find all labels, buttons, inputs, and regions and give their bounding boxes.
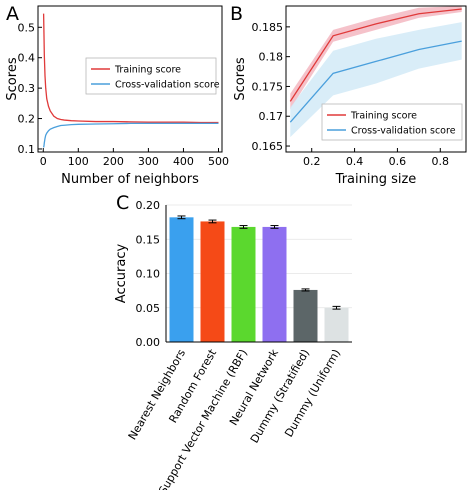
y-axis-label: Scores [233, 57, 248, 100]
x-tick-label: 100 [68, 155, 89, 168]
legend-box [321, 103, 463, 141]
x-tick-label: 0.6 [389, 155, 407, 168]
confidence-band-cross-validation [290, 22, 462, 138]
series-line-cross-validation [289, 40, 462, 123]
y-tick-label: 0.185 [252, 21, 284, 34]
y-tick-label: 0.5 [18, 21, 36, 34]
y-tick-label: 0.4 [18, 52, 36, 65]
plot-frame [285, 5, 467, 153]
y-tick-label: 0.3 [18, 82, 36, 95]
y-tick-label: 0.17 [259, 110, 284, 123]
y-tick-label: 0.2 [18, 113, 36, 126]
x-axis-label: Number of neighbors [61, 172, 199, 187]
x-tick-label: 0.8 [432, 155, 450, 168]
legend-label: Cross-validation score [351, 126, 456, 137]
legend-label: Cross-validation score [115, 80, 220, 91]
y-tick-label: 0.10 [136, 268, 161, 281]
y-tick-label: 0.00 [136, 336, 161, 349]
y-tick-label: 0.1 [18, 143, 36, 156]
bar [262, 226, 287, 342]
x-tick-label: Dummy (Uniform) [282, 347, 343, 439]
x-tick-label: 400 [173, 155, 194, 168]
panel-b: B 0.2 0.4 0.6 0.8 0.165 0.17 0.175 0.18 0.185 Trai… [230, 3, 467, 187]
bar [231, 226, 256, 342]
y-tick-label: 0.15 [136, 233, 161, 246]
y-tick-label: 0.175 [252, 80, 284, 93]
bar [169, 217, 194, 342]
y-tick-label: 0.20 [136, 199, 161, 212]
x-tick-label: 300 [138, 155, 159, 168]
x-tick-label: 0.2 [303, 155, 321, 168]
series-line-training [42, 13, 219, 124]
legend-box [85, 57, 217, 95]
x-axis-label: Training size [335, 172, 417, 187]
y-tick-label: 0.165 [252, 140, 284, 153]
bar [293, 289, 318, 342]
y-axis-label: Accuracy [114, 244, 129, 304]
series-line-cross-validation [42, 122, 219, 148]
panel-label: B [230, 3, 243, 25]
y-tick-label: 0.05 [136, 302, 161, 315]
panel-label: A [6, 3, 19, 25]
panel-label: C [116, 192, 129, 214]
panel-a: A 0 100 200 300 400 500 0.1 0.2 0.3 0.4 0.5 Training… [5, 3, 229, 187]
x-tick-label: 200 [103, 155, 124, 168]
bar [324, 307, 349, 342]
y-axis-label: Scores [5, 57, 20, 100]
x-tick-label: 0 [40, 155, 47, 168]
series-line-training [289, 8, 462, 102]
bar [200, 221, 225, 342]
confidence-band-training [290, 6, 462, 110]
plot-frame [37, 5, 223, 153]
y-tick-label: 0.18 [259, 51, 284, 64]
x-tick-label: 500 [208, 155, 229, 168]
x-tick-label: 0.4 [346, 155, 364, 168]
x-tick-label: Nearest Neighbors [126, 347, 189, 442]
legend-label: Training score [350, 111, 417, 122]
legend-label: Training score [114, 65, 181, 76]
